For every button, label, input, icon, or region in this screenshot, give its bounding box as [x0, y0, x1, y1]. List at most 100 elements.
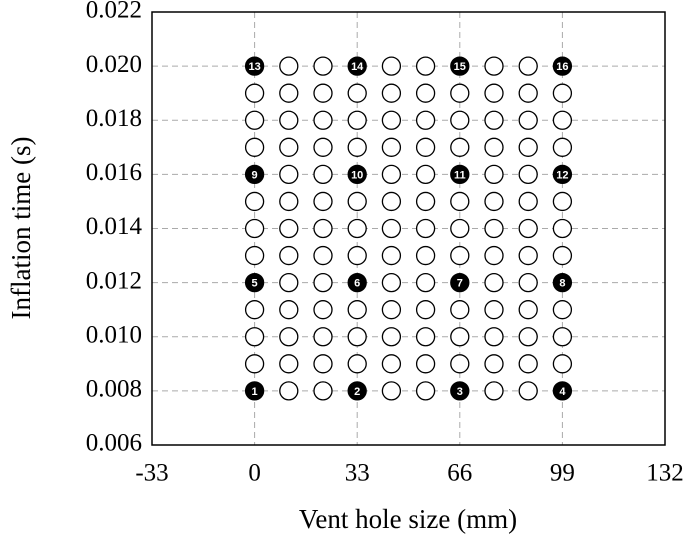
open-point — [484, 272, 504, 293]
open-point — [484, 56, 504, 76]
open-point — [279, 110, 299, 130]
filled-point — [450, 381, 470, 401]
filled-point — [450, 56, 470, 76]
open-point — [279, 56, 299, 76]
open-point — [415, 110, 436, 130]
y-tick-label: 0.012 — [86, 267, 142, 294]
open-point — [450, 218, 470, 239]
open-point — [484, 191, 504, 212]
open-point — [279, 381, 299, 401]
open-point — [347, 83, 367, 103]
open-point — [450, 327, 470, 347]
open-point — [347, 245, 367, 266]
open-point — [313, 191, 333, 212]
open-point — [279, 245, 299, 266]
open-point — [552, 110, 573, 130]
filled-point — [244, 381, 265, 401]
open-point — [244, 354, 265, 374]
open-point — [484, 110, 504, 130]
open-point — [415, 164, 436, 185]
point-label: 13 — [248, 61, 260, 73]
open-point — [244, 245, 265, 266]
open-point — [381, 218, 402, 239]
open-point — [450, 83, 470, 103]
point-label: 16 — [556, 61, 568, 73]
open-point — [244, 83, 265, 103]
open-point — [381, 327, 402, 347]
open-point — [484, 83, 504, 103]
point-label: 9 — [252, 169, 258, 181]
open-point — [415, 381, 436, 401]
x-tick-label: 66 — [447, 460, 472, 487]
filled-point — [552, 56, 573, 76]
point-label: 8 — [559, 278, 565, 290]
open-point — [313, 83, 333, 103]
open-point — [484, 300, 504, 320]
y-tick-label: 0.016 — [86, 159, 142, 186]
open-point — [381, 83, 402, 103]
open-point — [347, 327, 367, 347]
open-point — [313, 137, 333, 157]
open-point — [244, 191, 265, 212]
open-point — [279, 272, 299, 293]
y-tick-label: 0.022 — [86, 0, 142, 24]
filled-point — [347, 56, 367, 76]
open-point — [347, 300, 367, 320]
open-point — [347, 354, 367, 374]
open-point — [347, 191, 367, 212]
open-point — [415, 83, 436, 103]
open-point — [415, 56, 436, 76]
open-point — [552, 137, 573, 157]
open-point — [279, 354, 299, 374]
open-point — [484, 137, 504, 157]
x-axis-label: Vent hole size (mm) — [299, 504, 517, 534]
x-tick-label: 132 — [646, 460, 684, 487]
open-point — [415, 272, 436, 293]
open-point — [313, 56, 333, 76]
filled-point — [450, 164, 470, 185]
open-point — [518, 83, 538, 103]
open-point — [518, 56, 538, 76]
y-axis-label: Inflation time (s) — [6, 137, 36, 320]
open-point — [381, 245, 402, 266]
open-point — [313, 354, 333, 374]
open-point — [518, 272, 538, 293]
point-label: 15 — [454, 61, 466, 73]
y-tick-label: 0.010 — [86, 321, 142, 348]
open-point — [313, 327, 333, 347]
open-point — [381, 354, 402, 374]
open-point — [279, 300, 299, 320]
open-point — [552, 191, 573, 212]
open-point — [552, 245, 573, 266]
open-point — [415, 354, 436, 374]
open-point — [552, 354, 573, 374]
open-point — [518, 191, 538, 212]
open-point — [279, 191, 299, 212]
y-tick-label: 0.006 — [86, 430, 142, 457]
open-point — [279, 83, 299, 103]
open-point — [518, 381, 538, 401]
open-point — [518, 245, 538, 266]
open-point — [381, 56, 402, 76]
open-point — [313, 110, 333, 130]
open-point — [450, 300, 470, 320]
open-point — [313, 218, 333, 239]
open-point — [484, 354, 504, 374]
open-point — [313, 381, 333, 401]
open-point — [313, 300, 333, 320]
x-tick-label: -33 — [135, 460, 168, 487]
filled-point — [552, 272, 573, 293]
open-point — [244, 110, 265, 130]
filled-point — [347, 164, 367, 185]
x-tick-label: 33 — [345, 460, 370, 487]
open-point — [415, 218, 436, 239]
open-point — [518, 218, 538, 239]
point-label: 1 — [252, 386, 258, 398]
open-point — [313, 164, 333, 185]
open-point — [450, 191, 470, 212]
filled-point — [347, 272, 367, 293]
open-point — [484, 327, 504, 347]
open-point — [244, 300, 265, 320]
open-point — [313, 245, 333, 266]
open-point — [552, 300, 573, 320]
